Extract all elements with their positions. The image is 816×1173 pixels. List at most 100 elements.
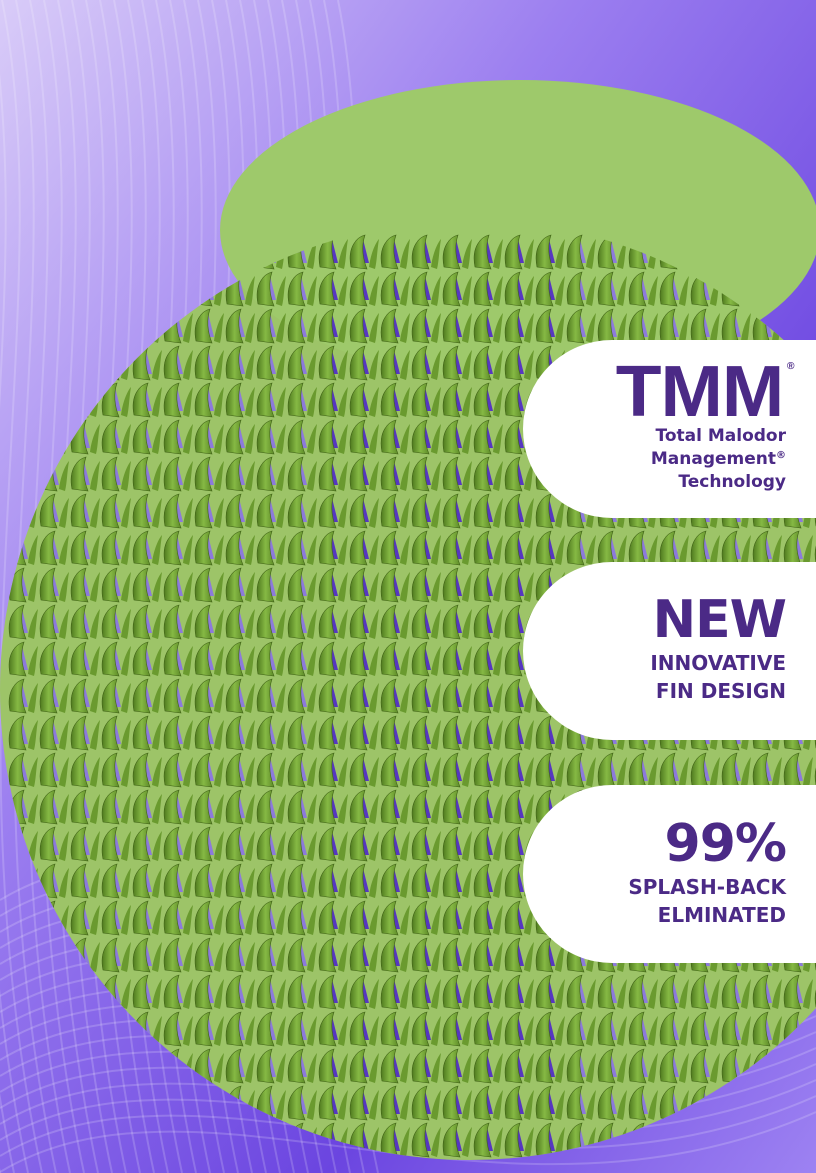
fin-leaf	[535, 1085, 554, 1121]
fin-leaf	[400, 239, 410, 269]
fin-leaf	[617, 757, 627, 787]
fin	[504, 715, 534, 751]
fin	[132, 937, 162, 973]
fin	[349, 641, 379, 677]
fin-leaf	[287, 419, 306, 455]
fin	[442, 234, 472, 270]
fin	[132, 974, 162, 1010]
fin-leaf	[442, 752, 461, 788]
fin-leaf	[473, 271, 492, 307]
fin	[349, 530, 379, 566]
fin	[349, 234, 379, 270]
fin-leaf	[504, 1122, 523, 1158]
fin-leaf	[101, 641, 120, 677]
fin-leaf	[214, 683, 224, 713]
fin-leaf	[245, 498, 255, 528]
fin-leaf	[318, 715, 337, 751]
fin-leaf	[225, 456, 244, 492]
fin-leaf	[245, 313, 255, 343]
fin	[659, 752, 689, 788]
fin-leaf	[256, 419, 275, 455]
fin-leaf	[256, 567, 275, 603]
fin-leaf	[101, 826, 120, 862]
fin-leaf	[597, 974, 616, 1010]
fin-leaf	[194, 900, 213, 936]
fin-leaf	[349, 234, 368, 270]
fin-leaf	[442, 530, 461, 566]
fin-leaf	[349, 493, 368, 529]
fin-leaf	[214, 1016, 224, 1046]
fin-leaf	[276, 905, 286, 935]
fin-leaf	[349, 900, 368, 936]
fin-leaf	[524, 1016, 534, 1046]
fin-leaf	[431, 683, 441, 713]
fin	[70, 641, 100, 677]
fin-leaf	[566, 1048, 585, 1084]
fin-leaf	[214, 461, 224, 491]
fin	[566, 1048, 596, 1084]
fin	[473, 715, 503, 751]
fin-leaf	[214, 831, 224, 861]
fin	[70, 752, 100, 788]
fin-leaf	[628, 1011, 647, 1047]
fin-leaf	[70, 678, 89, 714]
fin-leaf	[287, 900, 306, 936]
fin-leaf	[287, 752, 306, 788]
fin-leaf	[225, 1011, 244, 1047]
fin-leaf	[214, 1053, 224, 1083]
fin-leaf	[214, 535, 224, 565]
fin-leaf	[535, 530, 554, 566]
fin-leaf	[369, 720, 379, 750]
fin-leaf	[411, 456, 430, 492]
fin-leaf	[504, 715, 523, 751]
fin-leaf	[690, 530, 709, 566]
fin-leaf	[276, 572, 286, 602]
fin	[194, 900, 224, 936]
fin-leaf	[90, 794, 100, 824]
fin	[380, 234, 410, 270]
fin-leaf	[132, 382, 151, 418]
fin	[473, 974, 503, 1010]
fin	[194, 974, 224, 1010]
fin-leaf	[59, 757, 69, 787]
fin-leaf	[349, 456, 368, 492]
fin-leaf	[380, 419, 399, 455]
fin-leaf	[59, 794, 69, 824]
fin-leaf	[524, 572, 534, 602]
fin-leaf	[225, 752, 244, 788]
fin-leaf	[163, 789, 182, 825]
fin	[39, 678, 69, 714]
fin	[132, 567, 162, 603]
fin-leaf	[400, 387, 410, 417]
fin-leaf	[318, 1085, 337, 1121]
fin	[256, 789, 286, 825]
fin-leaf	[473, 715, 492, 751]
fin-leaf	[245, 1016, 255, 1046]
fin-leaf	[338, 979, 348, 1009]
fin	[225, 493, 255, 529]
fin	[287, 641, 317, 677]
fin-leaf	[256, 863, 275, 899]
fin	[256, 715, 286, 751]
fin-leaf	[555, 239, 565, 269]
fin	[597, 1048, 627, 1084]
fin-leaf	[163, 567, 182, 603]
fin-leaf	[380, 1048, 399, 1084]
fin	[163, 604, 193, 640]
fin	[597, 974, 627, 1010]
fin-leaf	[183, 1016, 193, 1046]
fin	[380, 345, 410, 381]
fin-leaf	[431, 276, 441, 306]
fin-leaf	[555, 1090, 565, 1120]
fin-leaf	[628, 271, 647, 307]
fin-leaf	[493, 720, 503, 750]
fin	[318, 1048, 348, 1084]
wave-line	[0, 1111, 816, 1173]
fin-leaf	[679, 313, 689, 343]
fin-leaf	[152, 424, 162, 454]
fin-leaf	[380, 456, 399, 492]
fin	[721, 1011, 751, 1047]
fin-leaf	[555, 313, 565, 343]
fin-leaf	[307, 387, 317, 417]
fin	[690, 1011, 720, 1047]
